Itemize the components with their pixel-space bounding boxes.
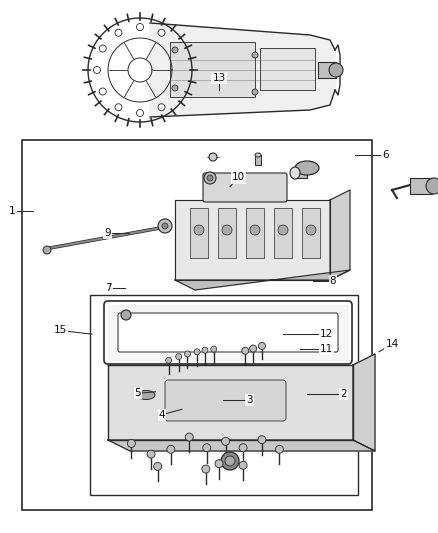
Text: 13: 13 [212, 74, 226, 83]
Bar [295, 168, 307, 178]
Circle shape [242, 347, 249, 354]
Bar [260, 48, 315, 90]
Text: 1: 1 [9, 206, 16, 215]
Text: 3: 3 [246, 395, 253, 405]
Circle shape [147, 450, 155, 458]
Circle shape [239, 443, 247, 452]
Circle shape [209, 153, 217, 161]
Text: 6: 6 [382, 150, 389, 159]
Bar [302, 208, 320, 258]
Text: 11: 11 [320, 344, 333, 353]
Circle shape [172, 47, 178, 53]
Polygon shape [108, 365, 353, 440]
Circle shape [176, 353, 182, 360]
Polygon shape [175, 270, 350, 290]
Circle shape [172, 85, 178, 91]
Ellipse shape [290, 167, 300, 179]
Polygon shape [175, 200, 330, 280]
Text: 8: 8 [329, 276, 336, 286]
Text: 15: 15 [54, 326, 67, 335]
Circle shape [166, 357, 172, 364]
Polygon shape [108, 440, 375, 451]
Circle shape [162, 223, 168, 229]
Circle shape [194, 225, 204, 235]
Bar [318, 62, 336, 78]
Circle shape [278, 225, 288, 235]
Circle shape [426, 178, 438, 194]
Text: 14: 14 [385, 340, 399, 349]
Circle shape [127, 439, 135, 448]
Circle shape [221, 452, 239, 470]
Circle shape [158, 219, 172, 233]
Circle shape [202, 465, 210, 473]
Polygon shape [108, 305, 348, 360]
Circle shape [258, 342, 265, 350]
Circle shape [167, 445, 175, 454]
Circle shape [276, 445, 283, 454]
Circle shape [121, 310, 131, 320]
Circle shape [329, 63, 343, 77]
Circle shape [204, 172, 216, 184]
Circle shape [184, 351, 191, 357]
Bar [22, 140, 372, 510]
Text: 4: 4 [159, 410, 166, 419]
Circle shape [222, 225, 232, 235]
Bar [410, 178, 432, 194]
Polygon shape [330, 190, 350, 280]
Text: 12: 12 [320, 329, 333, 339]
Bar [255, 155, 261, 165]
Circle shape [154, 462, 162, 471]
Polygon shape [353, 354, 375, 451]
FancyBboxPatch shape [165, 380, 286, 421]
Circle shape [203, 443, 211, 452]
Circle shape [222, 437, 230, 446]
Circle shape [202, 347, 208, 353]
Bar [90, 295, 358, 495]
Text: 10: 10 [232, 173, 245, 182]
Ellipse shape [255, 153, 261, 157]
Bar [218, 208, 236, 258]
Circle shape [252, 89, 258, 95]
Circle shape [211, 346, 217, 352]
Circle shape [207, 175, 213, 181]
Bar [246, 208, 264, 258]
Bar [170, 42, 255, 97]
Polygon shape [150, 23, 335, 117]
Circle shape [215, 459, 223, 468]
Circle shape [250, 225, 260, 235]
Ellipse shape [295, 161, 319, 175]
Ellipse shape [137, 391, 155, 400]
Text: 2: 2 [340, 390, 347, 399]
Circle shape [185, 433, 193, 441]
Polygon shape [120, 315, 336, 350]
Circle shape [306, 225, 316, 235]
Bar [274, 208, 292, 258]
Circle shape [252, 52, 258, 58]
Text: 5: 5 [134, 389, 141, 398]
Circle shape [239, 461, 247, 470]
FancyBboxPatch shape [203, 173, 287, 202]
Text: 9: 9 [104, 228, 111, 238]
Text: 7: 7 [105, 283, 112, 293]
Bar [190, 208, 208, 258]
Circle shape [194, 349, 200, 355]
Circle shape [43, 246, 51, 254]
Circle shape [258, 435, 266, 444]
Circle shape [225, 456, 235, 466]
Circle shape [250, 345, 257, 352]
